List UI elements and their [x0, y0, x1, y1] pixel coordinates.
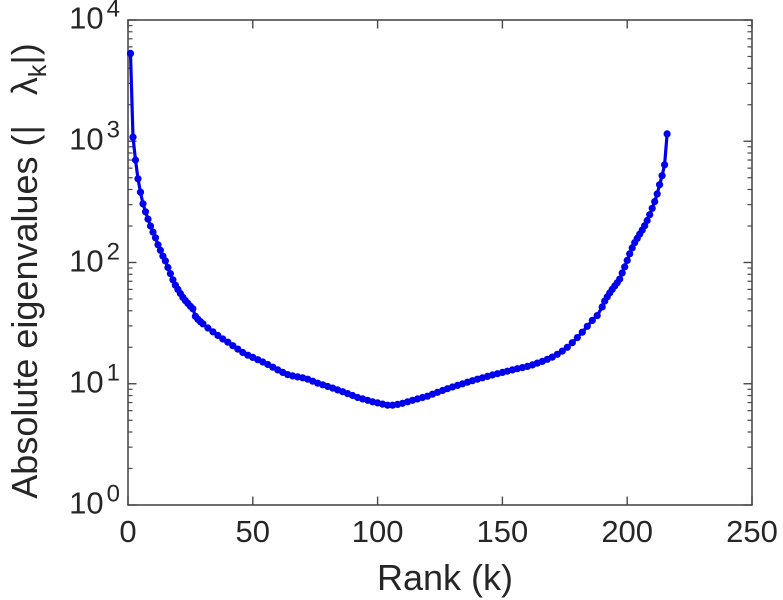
data-point-marker [156, 246, 164, 254]
data-point-marker [129, 133, 137, 141]
y-axis-label-suffix: |) [4, 43, 45, 65]
data-point-marker [583, 322, 591, 330]
x-axis-label: Rank (k) [376, 557, 514, 598]
x-tick-label: 50 [235, 514, 271, 549]
data-point-marker [626, 250, 634, 258]
x-tick-label: 0 [119, 514, 137, 549]
data-point-marker [141, 208, 150, 216]
y-axis-label-prefix: Absolute eigenvalues (| [4, 125, 45, 499]
x-tick-label: 150 [476, 514, 529, 549]
y-tick-label: 10 0 [69, 480, 120, 521]
data-point-marker [204, 324, 212, 332]
data-point-marker [663, 130, 671, 138]
data-point-marker [224, 338, 232, 346]
data-point-marker [149, 228, 157, 236]
data-point-marker [653, 190, 661, 198]
data-point-marker [593, 312, 601, 320]
data-point-marker [648, 204, 656, 212]
y-tick-label: 10 2 [69, 238, 120, 279]
data-point-marker [131, 156, 140, 164]
data-point-marker [568, 339, 576, 347]
data-point-marker [661, 161, 669, 169]
data-point-marker [136, 188, 145, 196]
data-point-marker [199, 320, 207, 328]
data-point-marker [658, 172, 666, 180]
data-point-marker [621, 263, 629, 271]
data-point-marker [578, 328, 586, 336]
data-point-marker [144, 215, 152, 223]
data-point-marker [563, 343, 571, 351]
data-point-marker [189, 305, 197, 313]
data-point-marker [598, 303, 606, 311]
axes-box [127, 19, 753, 506]
data-point-marker [588, 316, 596, 324]
data-point-marker [169, 276, 177, 284]
data-point-marker [126, 49, 135, 58]
data-point-marker [146, 222, 155, 230]
data-point-marker [573, 334, 581, 342]
data-point-marker [166, 270, 174, 278]
x-tick-label: 100 [351, 514, 404, 549]
absolute-eigenvalues-curve [128, 51, 669, 407]
data-point-marker [646, 211, 654, 219]
data-point-marker [209, 328, 217, 336]
data-point-marker [154, 241, 162, 249]
data-point-marker [164, 263, 172, 272]
x-tick-label: 250 [726, 514, 778, 549]
data-point-marker [623, 256, 631, 264]
data-point-marker [161, 257, 169, 265]
data-point-marker [139, 200, 147, 208]
y-tick-label: 10 1 [69, 359, 120, 400]
data-point-marker [618, 269, 626, 277]
data-point-marker [151, 234, 160, 242]
data-point-marker [134, 175, 142, 183]
lambda-symbol: λ [4, 77, 45, 96]
x-tick-label: 200 [601, 514, 654, 549]
data-point-marker [651, 198, 659, 206]
y-tick-label: 10 3 [69, 116, 120, 157]
data-point-marker [616, 275, 624, 283]
lambda-subscript: k [24, 64, 52, 78]
y-axis-label: Absolute eigenvalues (| λk|) [4, 1, 52, 541]
data-point-marker [384, 401, 392, 409]
y-tick-label: 10 4 [69, 0, 120, 36]
absolute-eigenvalues-markers [126, 49, 671, 409]
data-point-marker [643, 216, 651, 225]
data-point-marker [558, 347, 566, 355]
data-point-marker [656, 181, 664, 189]
